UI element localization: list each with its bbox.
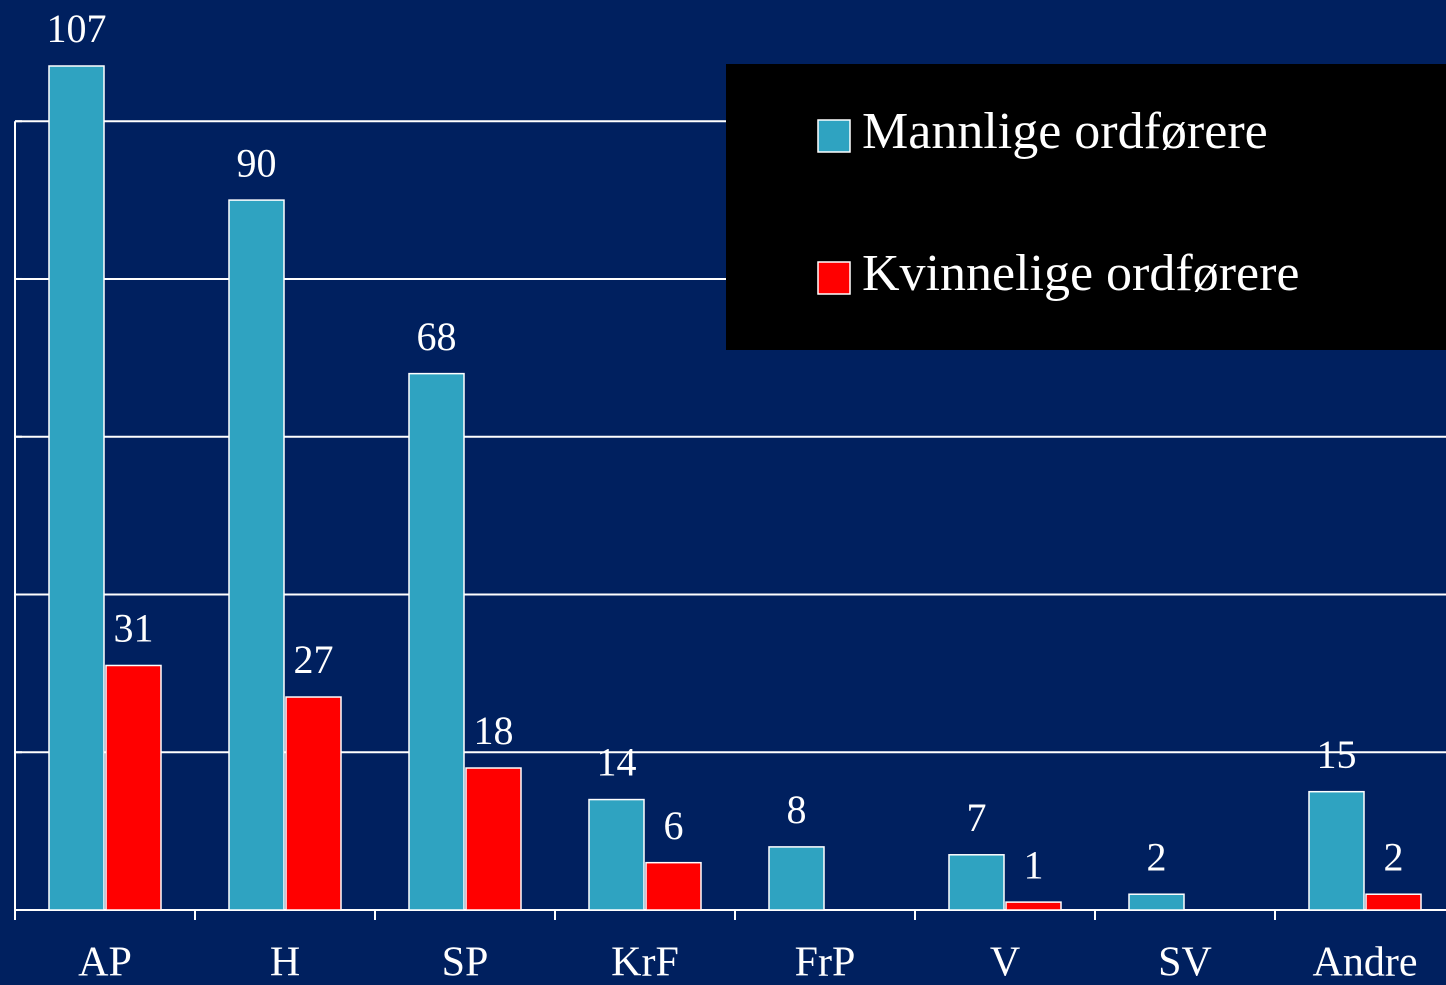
- x-tick-label: AP: [78, 940, 132, 985]
- value-label: 14: [597, 740, 637, 785]
- bar: [1005, 901, 1062, 911]
- value-label: 27: [294, 637, 334, 682]
- bar: [228, 199, 285, 911]
- value-label: 8: [787, 787, 807, 832]
- bar: [645, 861, 702, 911]
- bar: [1308, 790, 1365, 911]
- bar: [105, 664, 162, 911]
- value-label: 7: [967, 795, 987, 840]
- value-label: 1: [1024, 842, 1044, 887]
- value-label: 68: [417, 314, 457, 359]
- value-label: 6: [664, 803, 684, 848]
- value-label: 2: [1384, 834, 1404, 879]
- x-tick-label: FrP: [795, 940, 856, 985]
- value-label: 90: [237, 140, 277, 185]
- x-tick-label: H: [270, 940, 300, 985]
- x-tick-label: SP: [442, 940, 489, 985]
- bar: [588, 798, 645, 911]
- value-label: 107: [47, 6, 107, 51]
- legend-swatch: [817, 119, 851, 153]
- bar: [408, 372, 465, 911]
- legend-swatch: [817, 261, 851, 295]
- x-tick-label: KrF: [611, 940, 679, 985]
- x-tick-label: V: [990, 940, 1020, 985]
- value-label: 15: [1317, 732, 1357, 777]
- value-label: 2: [1147, 834, 1167, 879]
- bar: [1128, 893, 1185, 911]
- legend-label: Kvinnelige ordførere: [862, 245, 1299, 302]
- bar: [1365, 893, 1422, 911]
- value-label: 31: [114, 606, 154, 651]
- bar: [465, 767, 522, 911]
- legend-box: [726, 64, 1446, 350]
- bar: [48, 65, 105, 911]
- bar: [768, 846, 825, 911]
- legend-label: Mannlige ordførere: [862, 103, 1268, 160]
- value-label: 18: [474, 708, 514, 753]
- bar: [948, 854, 1005, 911]
- bar: [285, 696, 342, 911]
- x-tick-label: SV: [1158, 940, 1212, 985]
- x-tick-label: Andre: [1313, 940, 1418, 985]
